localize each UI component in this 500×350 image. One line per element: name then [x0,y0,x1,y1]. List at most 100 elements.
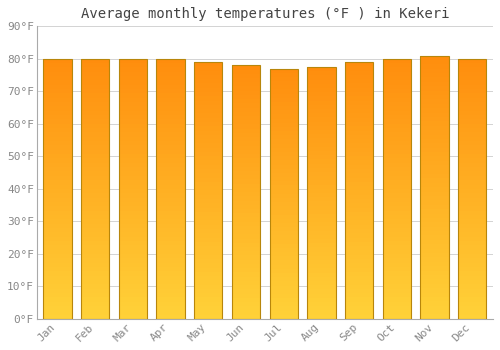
Bar [308,92,336,96]
Bar [232,146,260,150]
Bar [345,105,374,109]
Bar [458,245,486,250]
Bar [420,222,448,227]
Bar [118,154,147,159]
Bar [345,225,374,229]
Bar [345,229,374,233]
Bar [382,93,411,98]
Bar [44,159,72,163]
Bar [156,150,184,154]
Bar [420,139,448,143]
Bar [345,250,374,255]
Bar [118,271,147,275]
Bar [44,59,72,319]
Bar [382,288,411,293]
Bar [44,59,72,63]
Bar [308,138,336,142]
Bar [420,301,448,306]
Bar [118,72,147,76]
Bar [194,135,222,139]
Bar [308,235,336,239]
Bar [194,156,222,161]
Bar [458,310,486,315]
Bar [81,245,110,250]
Bar [232,272,260,276]
Bar [308,210,336,214]
Bar [382,241,411,245]
Bar [270,281,298,286]
Bar [270,265,298,269]
Bar [81,189,110,193]
Bar [382,184,411,189]
Bar [345,122,374,126]
Bar [382,224,411,228]
Bar [345,203,374,208]
Bar [382,297,411,302]
Bar [458,284,486,288]
Bar [420,297,448,301]
Bar [308,231,336,235]
Bar [382,245,411,250]
Bar [194,131,222,135]
Bar [308,205,336,210]
Bar [156,245,184,250]
Bar [194,148,222,152]
Bar [156,219,184,224]
Bar [156,232,184,237]
Bar [156,180,184,184]
Bar [44,310,72,315]
Bar [458,228,486,232]
Bar [382,98,411,102]
Bar [232,306,260,310]
Bar [458,237,486,241]
Bar [156,193,184,197]
Bar [156,275,184,280]
Bar [156,63,184,68]
Bar [345,242,374,246]
Bar [270,135,298,139]
Bar [44,167,72,172]
Bar [345,88,374,92]
Bar [345,255,374,259]
Bar [81,258,110,262]
Bar [156,241,184,245]
Bar [420,99,448,104]
Bar [382,80,411,85]
Bar [458,215,486,219]
Bar [382,141,411,146]
Bar [194,173,222,177]
Bar [308,105,336,109]
Bar [118,111,147,115]
Bar [382,262,411,267]
Bar [458,210,486,215]
Bar [270,315,298,319]
Bar [44,98,72,102]
Bar [156,228,184,232]
Bar [308,96,336,100]
Bar [345,238,374,242]
Bar [44,241,72,245]
Bar [118,297,147,302]
Bar [194,100,222,105]
Bar [382,137,411,141]
Bar [270,302,298,306]
Bar [156,280,184,284]
Bar [270,206,298,210]
Bar [118,124,147,128]
Bar [156,197,184,202]
Bar [420,293,448,297]
Bar [308,151,336,155]
Bar [458,93,486,98]
Bar [420,126,448,130]
Bar [232,310,260,315]
Bar [308,285,336,289]
Bar [156,119,184,124]
Bar [270,89,298,93]
Bar [382,124,411,128]
Bar [81,315,110,319]
Bar [382,258,411,262]
Bar [232,154,260,158]
Bar [270,69,298,319]
Bar [81,115,110,119]
Bar [118,206,147,210]
